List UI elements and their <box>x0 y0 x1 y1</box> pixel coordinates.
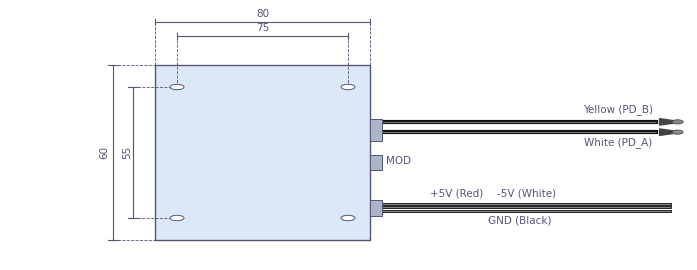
Text: GND (Black): GND (Black) <box>489 215 552 225</box>
Text: MOD: MOD <box>386 156 411 167</box>
Text: Yellow (PD_B): Yellow (PD_B) <box>583 104 652 115</box>
Bar <box>370 200 382 216</box>
Text: 80: 80 <box>256 9 269 19</box>
Circle shape <box>672 130 683 134</box>
Text: 60: 60 <box>100 146 109 159</box>
Text: +5V (Red): +5V (Red) <box>430 188 483 198</box>
Circle shape <box>672 120 683 124</box>
Circle shape <box>341 84 355 90</box>
Circle shape <box>170 84 184 90</box>
Bar <box>155 65 370 240</box>
Bar <box>370 155 382 170</box>
Polygon shape <box>659 119 675 125</box>
Text: 75: 75 <box>256 23 269 33</box>
Text: 55: 55 <box>123 146 132 159</box>
Circle shape <box>170 215 184 221</box>
Circle shape <box>341 215 355 221</box>
Text: White (PD_A): White (PD_A) <box>584 137 652 148</box>
Bar <box>370 119 382 141</box>
Text: -5V (White): -5V (White) <box>497 188 556 198</box>
Polygon shape <box>659 129 675 135</box>
